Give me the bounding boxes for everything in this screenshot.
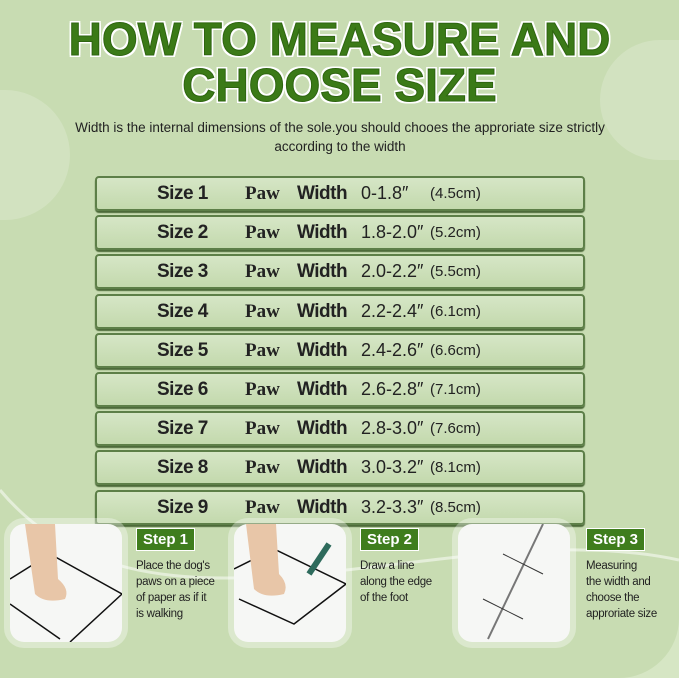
step-3-text: Measuring the width and choose the appro… [586,560,657,620]
pencil-tracing-icon [234,524,346,625]
paw-label: Paw [245,183,280,204]
step-2-image [234,524,346,642]
cm-value: (7.6cm) [430,420,481,438]
size-row: Size 4 Paw Width 2.2-2.4″ (6.1cm) [95,293,585,329]
step-1-image [10,524,122,642]
size-label: Size 6 [157,379,208,400]
inch-range: 3.0-3.2″ [361,457,424,478]
paw-label: Paw [245,300,280,322]
paw-label: Paw [245,261,280,283]
width-label: Width [297,183,348,204]
size-row: Size 5 Paw Width 2.4-2.6″ (6.6cm) [95,332,585,368]
step-3-badge: Step 3 [586,528,646,551]
paw-label: Paw [245,418,280,440]
width-label: Width [297,418,348,440]
size-row: Size 8 Paw Width 3.0-3.2″ (8.1cm) [95,450,585,486]
inch-range: 2.0-2.2″ [361,261,424,282]
size-label: Size 4 [157,300,208,322]
size-row: Size 7 Paw Width 2.8-3.0″ (7.6cm) [95,411,585,447]
size-row: Size 6 Paw Width 2.6-2.8″ (7.1cm) [95,372,585,407]
width-label: Width [297,457,348,479]
width-label: Width [297,261,348,283]
size-label: Size 2 [157,222,208,244]
cm-value: (7.1cm) [430,381,481,398]
inch-range: 2.2-2.4″ [361,300,424,321]
step-1-badge: Step 1 [136,528,196,551]
title-line-1: HOW TO MEASURE AND [68,13,611,65]
inch-range: 1.8-2.0″ [361,222,424,243]
inch-range: 3.2-3.3″ [361,496,424,517]
size-label: Size 9 [157,496,208,518]
size-row: Size 9 Paw Width 3.2-3.3″ (8.5cm) [95,489,585,525]
size-label: Size 8 [157,457,208,479]
title-line-2: CHOOSE SIZE [182,59,497,111]
paw-label: Paw [245,457,280,479]
width-label: Width [297,339,348,361]
cm-value: (6.6cm) [430,341,481,359]
inch-range: 0-1.8″ [361,183,409,203]
paw-label: Paw [245,379,280,400]
paw-label: Paw [245,222,280,244]
width-label: Width [297,300,348,322]
step-1-text: Place the dog's paws on a piece of paper… [136,560,215,620]
cm-value: (5.2cm) [430,224,481,242]
size-row: Size 2 Paw Width 1.8-2.0″ (5.2cm) [95,215,585,251]
step-2-badge: Step 2 [360,528,420,551]
size-label: Size 1 [157,183,208,204]
ruler-measure-icon [482,524,544,640]
size-label: Size 3 [157,261,208,283]
inch-range: 2.4-2.6″ [361,339,424,360]
inch-range: 2.6-2.8″ [361,379,424,399]
size-row: Size 3 Paw Width 2.0-2.2″ (5.5cm) [95,254,585,290]
cm-value: (8.1cm) [430,459,481,477]
cm-value: (4.5cm) [430,185,481,202]
cm-value: (5.5cm) [430,263,481,281]
size-row: Size 1 Paw Width 0-1.8″ (4.5cm) [95,176,585,211]
size-label: Size 5 [157,339,208,361]
paw-label: Paw [245,339,280,361]
subtitle: Width is the internal dimensions of the … [75,120,605,154]
step-2-text: Draw a line along the edge of the foot [360,560,432,604]
inch-range: 2.8-3.0″ [361,418,424,439]
size-label: Size 7 [157,418,208,440]
paw-label: Paw [245,496,280,518]
width-label: Width [297,379,348,400]
cm-value: (8.5cm) [430,498,481,516]
width-label: Width [297,496,348,518]
cm-value: (6.1cm) [430,302,481,320]
width-label: Width [297,222,348,244]
paw-on-paper-icon [10,524,122,642]
step-3-image [458,524,570,642]
